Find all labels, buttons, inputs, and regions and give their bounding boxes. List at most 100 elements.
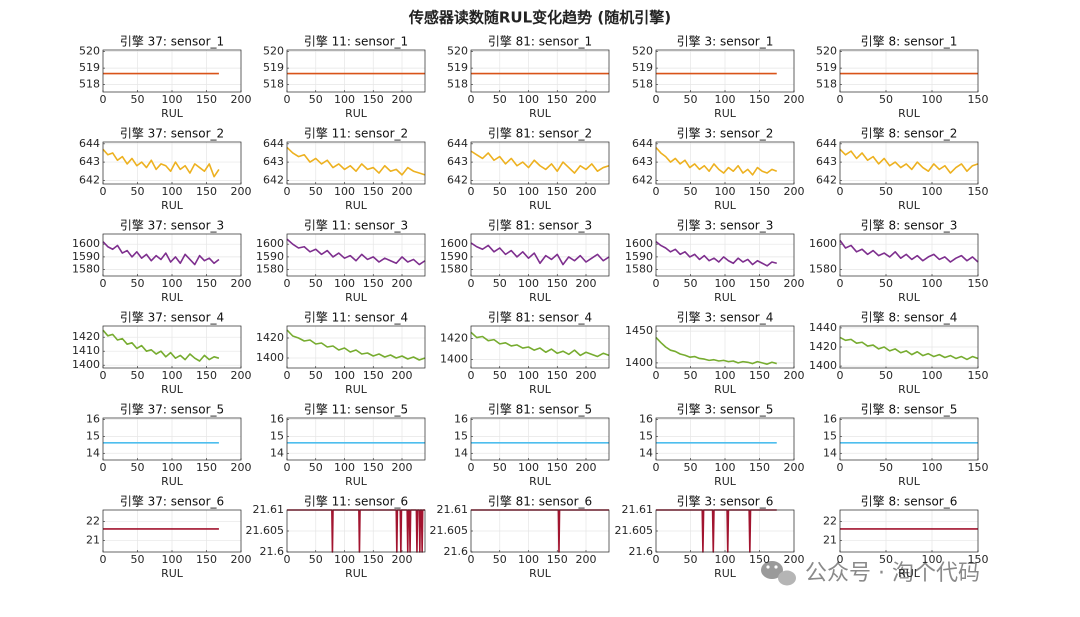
subplot: 0 50 100 150 200 21.6 21.605 21.61 引擎 3: sensor_… (615, 494, 805, 581)
x-tick-label: 100 (518, 369, 539, 382)
x-tick-label: 0 (653, 277, 660, 290)
x-axis-label: RUL (529, 475, 552, 488)
axes-box (286, 325, 426, 369)
x-tick-label: 50 (309, 369, 323, 382)
x-tick-label: 100 (334, 93, 355, 106)
y-tick-label: 519 (79, 61, 100, 74)
x-axis-label: RUL (529, 199, 552, 212)
data-line (839, 239, 979, 263)
y-tick-label: 643 (79, 155, 100, 168)
x-tick-label: 50 (879, 185, 893, 198)
y-tick-label: 1580 (440, 263, 468, 276)
y-tick-label: 1590 (256, 250, 284, 263)
x-tick-label: 200 (784, 185, 805, 198)
subplot: 0 50 100 150 200 21 22 引擎 37: sensor_6 RUL (86, 494, 252, 581)
x-tick-label: 100 (518, 461, 539, 474)
x-tick-label: 0 (100, 277, 107, 290)
x-tick-label: 150 (968, 369, 989, 382)
x-tick-label: 200 (576, 553, 597, 566)
subplot-title: 引擎 37: sensor_4 (120, 310, 224, 325)
x-tick-label: 150 (196, 185, 217, 198)
data-line (655, 146, 778, 176)
y-tick-label: 21.61 (253, 503, 285, 516)
subplot-title: 引擎 8: sensor_4 (861, 310, 958, 325)
x-axis-label: RUL (898, 383, 921, 396)
y-tick-label: 15 (454, 429, 468, 442)
y-tick-label: 518 (263, 78, 284, 91)
x-tick-label: 200 (231, 461, 252, 474)
data-line (470, 331, 610, 358)
x-tick-label: 150 (363, 553, 384, 566)
plot-area (471, 142, 609, 184)
y-tick-label: 1450 (625, 324, 653, 337)
data-line (839, 336, 979, 361)
x-tick-label: 100 (162, 461, 183, 474)
x-tick-label: 50 (879, 93, 893, 106)
axes-box (286, 141, 426, 185)
x-tick-label: 150 (196, 553, 217, 566)
y-tick-label: 519 (632, 61, 653, 74)
x-tick-label: 50 (684, 369, 698, 382)
x-tick-label: 150 (547, 553, 568, 566)
y-tick-label: 642 (263, 173, 284, 186)
axes-box (839, 417, 979, 461)
x-tick-label: 200 (392, 461, 413, 474)
x-tick-label: 150 (749, 93, 770, 106)
x-tick-label: 50 (684, 277, 698, 290)
data-line (470, 242, 610, 266)
subplot: 0 50 100 150 200 518 519 520 引擎 81: sensor_1 RUL (447, 34, 610, 120)
y-tick-label: 642 (79, 173, 100, 186)
x-tick-label: 100 (922, 277, 943, 290)
x-axis-label: RUL (529, 383, 552, 396)
x-axis-label: RUL (714, 107, 737, 120)
y-tick-label: 21.605 (430, 524, 469, 537)
x-tick-label: 100 (334, 553, 355, 566)
x-axis-label: RUL (714, 475, 737, 488)
axes-box (470, 141, 610, 185)
y-tick-label: 642 (632, 173, 653, 186)
y-tick-label: 15 (270, 429, 284, 442)
subplot: 0 50 100 150 518 519 520 引擎 8: sensor_1 RUL (816, 34, 989, 121)
subplot-title: 引擎 3: sensor_1 (677, 34, 774, 49)
x-axis-label: RUL (345, 383, 368, 396)
x-tick-label: 50 (684, 93, 698, 106)
x-axis-label: RUL (345, 567, 368, 580)
subplot-title: 引擎 81: sensor_6 (488, 494, 592, 509)
y-tick-label: 21 (823, 534, 837, 547)
x-tick-label: 0 (653, 93, 660, 106)
subplot: 0 50 100 150 200 1400 1420 引擎 81: sensor_4 RUL (440, 310, 610, 396)
y-tick-label: 14 (86, 446, 100, 459)
axes-box (655, 417, 795, 461)
y-tick-label: 643 (816, 155, 837, 168)
x-tick-label: 100 (922, 461, 943, 474)
plot-area (471, 50, 609, 92)
y-tick-label: 644 (447, 137, 468, 150)
plot-area (840, 234, 978, 276)
figure-title: 传感器读数随RUL变化趋势 (随机引擎) (408, 9, 671, 27)
subplot-title: 引擎 37: sensor_3 (120, 218, 224, 233)
y-tick-label: 1600 (72, 237, 100, 250)
x-tick-label: 50 (131, 461, 145, 474)
plot-area (840, 510, 978, 552)
y-tick-label: 518 (79, 78, 100, 91)
x-tick-label: 200 (784, 93, 805, 106)
subplot-title: 引擎 11: sensor_1 (304, 34, 408, 49)
y-tick-label: 14 (454, 446, 468, 459)
subplot-title: 引擎 37: sensor_1 (120, 34, 224, 49)
subplot-title: 引擎 11: sensor_3 (304, 218, 408, 233)
y-tick-label: 520 (632, 45, 653, 58)
x-tick-label: 0 (653, 369, 660, 382)
x-tick-label: 100 (715, 369, 736, 382)
axes-box (102, 417, 242, 461)
plot-area (471, 326, 609, 368)
x-tick-label: 0 (284, 185, 291, 198)
x-tick-label: 50 (879, 553, 893, 566)
data-line (286, 146, 426, 176)
x-tick-label: 50 (493, 185, 507, 198)
subplot: 0 50 100 150 200 642 643 644 引擎 81: sensor_2 RUL (447, 126, 610, 212)
watermark-icon (761, 561, 796, 586)
x-tick-label: 100 (334, 277, 355, 290)
x-tick-label: 0 (284, 461, 291, 474)
